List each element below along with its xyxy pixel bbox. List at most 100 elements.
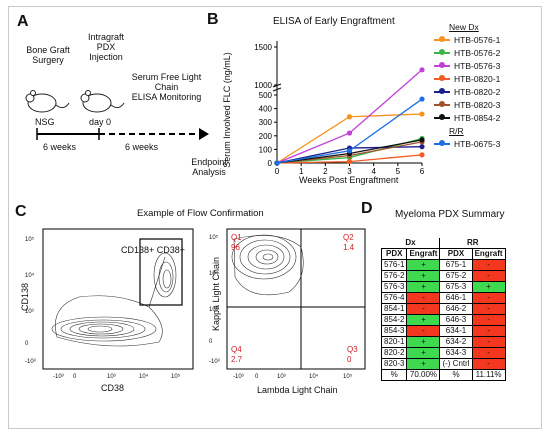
right-x-tick-label: 10⁵ [343,374,353,380]
dx-pct-value: 70.00% [406,369,441,381]
legend-swatch [434,75,450,81]
col-pdx: PDX [380,248,408,260]
y-tick-label: 1000 [254,81,272,90]
label-nsg: NSG [35,117,55,127]
rr-pdx-cell: 646-2 [439,303,473,315]
data-point [346,130,353,136]
rr-engraft-cell: - [471,303,506,315]
x-tick-label: 2 [323,167,328,176]
y-tick-label: 200 [259,132,273,141]
q2-value: 1.4 [343,243,355,252]
header-rr: RR [439,238,506,249]
table-row: 854-3-634-1- [380,325,506,337]
endpoint-line1: Endpoint [191,157,227,167]
dx-pdx-cell: 854-3 [380,325,408,337]
x-tick-label: 0 [275,167,280,176]
right-x-tick-label: 10⁴ [309,374,319,380]
data-point [346,148,353,154]
quadrant-q3: Q3 0 [347,345,358,365]
gate-label: CD138+ CD38+ [121,245,186,255]
rr-engraft-cell: - [471,292,506,304]
rr-pdx-cell: 675-3 [439,281,473,293]
right-x-tick-label: 0 [255,374,259,380]
legend-label: HTB-0820-1 [454,74,501,84]
legend-item: HTB-0820-2 [434,86,500,98]
legend-item: HTB-0576-2 [434,47,500,59]
quadrant-q2: Q2 1.4 [343,233,354,253]
table-row: 576-2 +675-2- [380,270,506,282]
dx-engraft-cell: + [406,314,441,326]
legend-item: HTB-0576-1 [434,34,500,46]
mouse-icon [80,90,125,113]
label-day0: day 0 [89,117,112,127]
endpoint-line2: Analysis [192,167,226,177]
table-row: 854-2 +646-3- [380,314,506,326]
rr-engraft-cell: - [471,270,506,282]
table-row: 576-1 +675-1- [380,259,506,271]
right-y-tick-label: 10³ [209,307,218,313]
table-row: 576-3 +675-3 + [380,281,506,293]
legend-item: HTB-0675-3 [434,138,500,150]
legend-group-title: R/R [449,126,464,136]
col-pdx: PDX [439,248,473,260]
legend-item: HTB-0820-1 [434,73,500,85]
rr-engraft-cell: - [471,336,506,348]
y-tick-label: 300 [259,118,273,127]
summary-table: Dx RR PDX Engraft PDX Engraft 576-1 +675-… [380,238,506,381]
cd138-cd38-gate [139,238,183,306]
summary-row: % 70.00%% 11.11% [380,369,506,381]
legend-swatch [434,88,450,94]
table-row: 820-1 +634-2- [380,336,506,348]
x-tick-label: 4 [371,167,376,176]
x-tick-label: 3 [347,167,352,176]
dx-pct-label: % [380,369,408,381]
left-y-tick-label: 10³ [25,309,34,315]
flow-right-xlabel: Lambda Light Chain [257,385,338,395]
label-interval2: 6 weeks [125,142,159,152]
right-x-tick-label: -10³ [233,374,244,380]
legend-swatch [434,36,450,42]
q4-value: 2.7 [231,355,243,364]
right-y-tick-label: 0 [209,339,213,345]
dx-engraft-cell: + [406,347,441,359]
dx-pdx-cell: 576-3 [380,281,408,293]
mouse-icon [25,90,70,113]
legend-swatch [434,62,450,68]
legend-label: HTB-0854-2 [454,113,501,123]
data-point [419,111,425,117]
legend-item: HTB-0820-3 [434,99,500,111]
q1-value: 96 [231,243,240,252]
panel-d-label: D [361,200,373,217]
col-engraft: Engraft [406,248,441,260]
flow-right-contours [231,234,304,296]
rr-engraft-cell: - [471,347,506,359]
col-engraft: Engraft [471,248,506,260]
panel-a-label: A [17,13,29,30]
y-tick-label: 500 [259,91,273,100]
q1-name: Q1 [231,233,242,242]
data-point [419,144,425,150]
left-y-tick-label: 10⁴ [25,273,35,279]
timeline-arrowhead [199,128,209,140]
rr-pdx-cell: 646-1 [439,292,473,304]
dx-engraft-cell: - [406,325,441,337]
legend-label: HTB-0576-2 [454,48,501,58]
quadrant-q1: Q1 96 [231,233,242,253]
rr-engraft-cell: - [471,314,506,326]
step-surgery-line2: Surgery [32,55,64,65]
left-x-tick-label: 10³ [107,374,116,380]
left-x-tick-label: 0 [73,374,77,380]
legend-swatch [434,49,450,55]
flow-right-plot [226,228,366,370]
q4-name: Q4 [231,345,242,354]
legend-swatch [434,140,450,146]
left-x-tick-label: -10³ [53,374,64,380]
step-elisa-line2: ELISA Monitoring [131,92,202,102]
data-point [419,67,425,73]
summary-title: Myeloma PDX Summary [395,209,505,220]
left-y-tick-label: 0 [25,341,29,347]
dx-engraft-cell: + [406,336,441,348]
x-tick-label: 1 [299,167,304,176]
x-tick-label: 6 [420,167,425,176]
